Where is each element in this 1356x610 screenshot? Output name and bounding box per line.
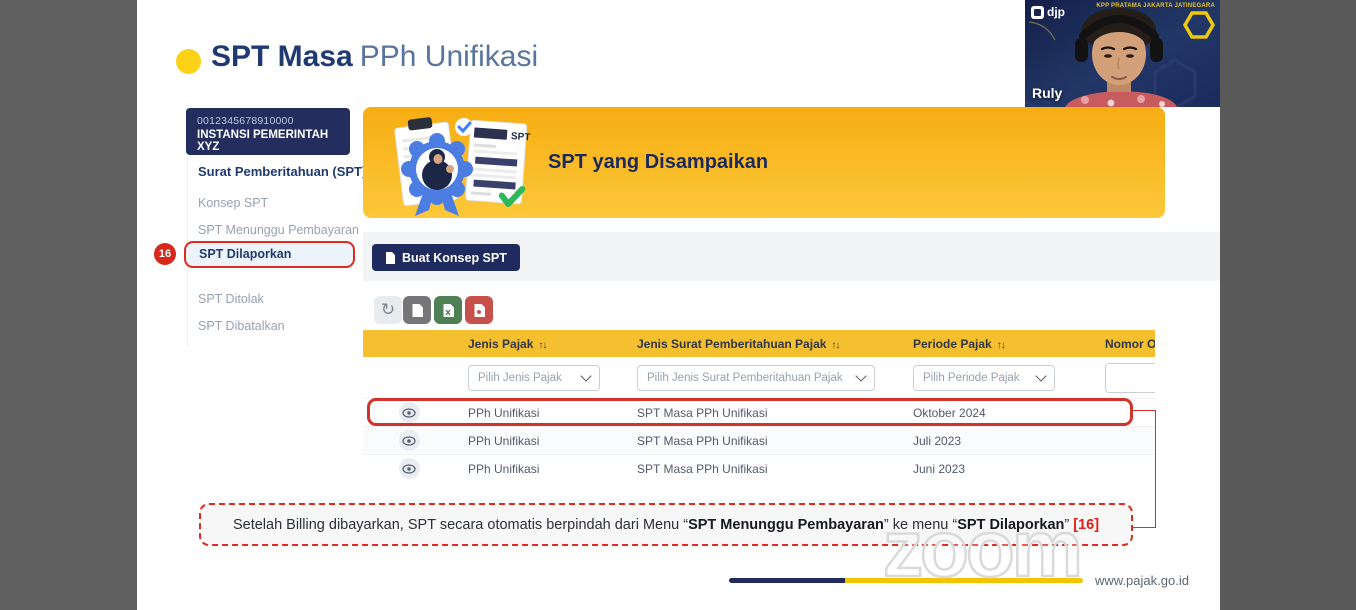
decor-line: [1028, 21, 1056, 41]
webcam-scene: [1025, 0, 1220, 107]
sidebar-item-spt-dibatalkan[interactable]: SPT Dibatalkan: [198, 319, 285, 333]
page-title-light: PPh Unifikasi: [359, 40, 539, 73]
footer-bar-yellow: [845, 578, 1083, 583]
annotation-note: Setelah Billing dibayarkan, SPT secara o…: [199, 503, 1133, 546]
table-row[interactable]: PPh Unifikasi SPT Masa PPh Unifikasi Jun…: [363, 454, 1155, 482]
annotation-box-sidebar: [184, 241, 355, 268]
person: [1065, 8, 1177, 107]
banner-title: SPT yang Disampaikan: [548, 151, 769, 173]
chevron-down-icon: [580, 370, 592, 382]
table-row[interactable]: PPh Unifikasi SPT Masa PPh Unifikasi Jul…: [363, 426, 1155, 454]
banner-illustration: SPT: [394, 117, 531, 216]
sidebar-item-konsep-spt[interactable]: Konsep SPT: [198, 196, 269, 210]
export-excel-button[interactable]: [434, 296, 462, 324]
export-pdf-button[interactable]: [465, 296, 493, 324]
header-periode-pajak[interactable]: Periode Pajak ↑↓: [913, 336, 1006, 351]
djp-logo: djp: [1031, 5, 1065, 19]
create-draft-spt-button[interactable]: Buat Konsep SPT: [372, 244, 520, 271]
letterbox-right: [1220, 0, 1356, 610]
refresh-icon: ↻: [380, 300, 396, 319]
table-header-row: Jenis Pajak ↑↓ Jenis Surat Pemberitahuan …: [363, 330, 1155, 357]
annotation-ref: [16]: [1073, 516, 1100, 533]
rosette-badge-icon: [401, 133, 473, 216]
eye-icon: [402, 407, 416, 418]
file-icon: [386, 251, 395, 264]
letterbox-left: [0, 0, 137, 610]
view-button[interactable]: [398, 402, 420, 423]
footer-bar-navy: [729, 578, 845, 583]
filter-jenis-pajak-select[interactable]: Pilih Jenis Pajak: [468, 364, 600, 391]
sidebar-item-spt-dilaporkan[interactable]: SPT Dilaporkan: [199, 247, 292, 261]
annotation-step-badge: 16: [154, 243, 176, 265]
taxpayer-name: INSTANSI PEMERINTAH XYZ: [197, 129, 329, 153]
taxpayer-card: 0012345678910000 INSTANSI PEMERINTAH XYZ: [186, 108, 350, 155]
excel-file-icon: [443, 303, 454, 317]
chevron-down-icon: [855, 370, 867, 382]
djp-logo-icon: [1031, 5, 1044, 19]
page-title-bold: SPT Masa: [211, 40, 353, 73]
page-title: SPT Masa PPh Unifikasi: [211, 40, 538, 74]
spt-table: Jenis Pajak ↑↓ Jenis Surat Pemberitahuan …: [363, 330, 1155, 482]
banner-doc-label: SPT: [511, 131, 531, 143]
sidebar-item-spt-menunggu-pembayaran[interactable]: SPT Menunggu Pembayaran: [198, 223, 359, 237]
pdf-file-icon: [474, 303, 485, 317]
refresh-button[interactable]: ↻: [374, 296, 402, 324]
taxpayer-npwp: 0012345678910000: [197, 115, 294, 127]
headphones-icon: [1079, 15, 1159, 40]
sort-icon[interactable]: ↑↓: [831, 339, 840, 351]
header-jenis-pajak[interactable]: Jenis Pajak ↑↓: [468, 336, 547, 351]
filter-nomor-input[interactable]: [1105, 362, 1155, 393]
sidebar-section-title: Surat Pemberitahuan (SPT): [198, 164, 367, 179]
filter-periode-select[interactable]: Pilih Periode Pajak: [913, 364, 1055, 391]
view-button[interactable]: [398, 430, 420, 451]
file-icon: [412, 303, 423, 317]
hexagon-logo-icon: [1182, 11, 1216, 39]
sort-icon[interactable]: ↑↓: [538, 339, 547, 351]
footer-url: www.pajak.go.id: [1095, 573, 1189, 588]
office-label: KPP PRATAMA JAKARTA JATINEGARA: [1096, 3, 1215, 9]
table-filter-row: Pilih Jenis Pajak Pilih Jenis Surat Pemb…: [363, 357, 1155, 399]
check-badge-icon: [457, 121, 472, 134]
participant-name: Ruly: [1032, 85, 1063, 101]
header-jenis-surat[interactable]: Jenis Surat Pemberitahuan Pajak ↑↓: [637, 336, 840, 351]
eye-icon: [402, 463, 416, 474]
filter-jenis-surat-select[interactable]: Pilih Jenis Surat Pemberitahuan Pajak: [637, 364, 875, 391]
sidebar-item-spt-ditolak[interactable]: SPT Ditolak: [198, 292, 264, 306]
eye-icon: [402, 435, 416, 446]
create-draft-spt-label: Buat Konsep SPT: [402, 250, 507, 265]
header-nomor-objek[interactable]: Nomor Ob: [1105, 336, 1155, 351]
export-copy-button[interactable]: [403, 296, 431, 324]
webcam-video[interactable]: djp KPP PRATAMA JAKARTA JATINEGARA Ruly: [1025, 0, 1220, 107]
view-button[interactable]: [398, 458, 420, 479]
check-icon: [498, 185, 526, 208]
title-bullet-icon: [176, 49, 201, 74]
table-row[interactable]: PPh Unifikasi SPT Masa PPh Unifikasi Okt…: [363, 399, 1155, 426]
sort-icon[interactable]: ↑↓: [996, 339, 1006, 351]
chevron-down-icon: [1035, 370, 1047, 382]
